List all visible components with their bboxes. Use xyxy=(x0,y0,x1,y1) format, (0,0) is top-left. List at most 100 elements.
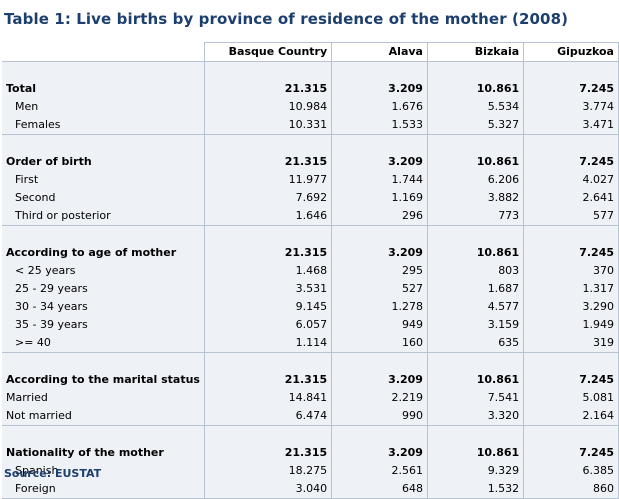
section-total-cell: 3.209 xyxy=(331,444,428,462)
table-row: Men 10.984 1.676 5.534 3.774 xyxy=(2,98,619,116)
column-header: Basque Country xyxy=(203,42,332,62)
value-cell: 1.532 xyxy=(426,480,524,499)
section-separator xyxy=(2,425,619,444)
section-label: According to age of mother xyxy=(2,244,205,262)
value-cell: 1.468 xyxy=(203,262,332,280)
separator-cell xyxy=(523,225,619,244)
value-cell: 4.027 xyxy=(523,171,619,189)
value-cell: 319 xyxy=(523,334,619,353)
value-cell: 7.692 xyxy=(203,189,332,207)
table-row: Married 14.841 2.219 7.541 5.081 xyxy=(2,389,619,407)
separator-cell xyxy=(426,225,524,244)
table-row: Second 7.692 1.169 3.882 2.641 xyxy=(2,189,619,207)
value-cell: 1.278 xyxy=(331,298,428,316)
value-cell: 1.949 xyxy=(523,316,619,334)
section-separator xyxy=(2,134,619,153)
row-label: Second xyxy=(2,189,205,207)
table-title: Table 1: Live births by province of resi… xyxy=(4,10,569,28)
value-cell: 3.290 xyxy=(523,298,619,316)
section-total-cell: 7.245 xyxy=(523,371,619,389)
value-cell: 860 xyxy=(523,480,619,499)
section-total-cell: 7.245 xyxy=(523,80,619,98)
section-total-cell: 3.209 xyxy=(331,244,428,262)
section-label: Total xyxy=(2,80,205,98)
value-cell: 2.561 xyxy=(331,462,428,480)
value-cell: 3.531 xyxy=(203,280,332,298)
section-row: Total 21.315 3.209 10.861 7.245 xyxy=(2,80,619,98)
section-total-cell: 7.245 xyxy=(523,153,619,171)
value-cell: 6.057 xyxy=(203,316,332,334)
section-total-cell: 21.315 xyxy=(203,444,332,462)
section-separator xyxy=(2,352,619,371)
section-total-cell: 7.245 xyxy=(523,444,619,462)
table-row: < 25 years 1.468 295 803 370 xyxy=(2,262,619,280)
header-row: Basque Country Alava Bizkaia Gipuzkoa xyxy=(2,42,619,62)
value-cell: 1.687 xyxy=(426,280,524,298)
section-total-cell: 10.861 xyxy=(426,371,524,389)
table-row: Spanish 18.275 2.561 9.329 6.385 xyxy=(2,462,619,480)
value-cell: 160 xyxy=(331,334,428,353)
value-cell: 1.676 xyxy=(331,98,428,116)
value-cell: 5.081 xyxy=(523,389,619,407)
row-label: 25 - 29 years xyxy=(2,280,205,298)
table-row: 25 - 29 years 3.531 527 1.687 1.317 xyxy=(2,280,619,298)
value-cell: 3.471 xyxy=(523,116,619,135)
value-cell: 5.534 xyxy=(426,98,524,116)
value-cell: 4.577 xyxy=(426,298,524,316)
table-row: Not married 6.474 990 3.320 2.164 xyxy=(2,407,619,426)
column-header: Bizkaia xyxy=(426,42,524,62)
value-cell: 2.641 xyxy=(523,189,619,207)
separator-cell xyxy=(426,352,524,371)
births-table: Basque Country Alava Bizkaia Gipuzkoa Total 2… xyxy=(2,42,619,499)
separator-cell xyxy=(523,352,619,371)
value-cell: 1.744 xyxy=(331,171,428,189)
row-label: Third or posterior xyxy=(2,207,205,226)
value-cell: 1.114 xyxy=(203,334,332,353)
value-cell: 3.774 xyxy=(523,98,619,116)
section-row: According to age of mother 21.315 3.209 10.… xyxy=(2,244,619,262)
source-note: Source: EUSTAT xyxy=(4,467,102,480)
section-row: Nationality of the mother 21.315 3.209 10.8… xyxy=(2,444,619,462)
table-row: >= 40 1.114 160 635 319 xyxy=(2,334,619,353)
value-cell: 14.841 xyxy=(203,389,332,407)
value-cell: 577 xyxy=(523,207,619,226)
value-cell: 635 xyxy=(426,334,524,353)
section-row: Order of birth 21.315 3.209 10.861 7.245 xyxy=(2,153,619,171)
section-separator xyxy=(2,225,619,244)
separator-cell xyxy=(203,61,332,80)
row-label: Married xyxy=(2,389,205,407)
value-cell: 3.159 xyxy=(426,316,524,334)
value-cell: 10.984 xyxy=(203,98,332,116)
value-cell: 1.317 xyxy=(523,280,619,298)
section-separator xyxy=(2,61,619,80)
section-total-cell: 10.861 xyxy=(426,444,524,462)
value-cell: 18.275 xyxy=(203,462,332,480)
value-cell: 370 xyxy=(523,262,619,280)
separator-cell xyxy=(331,134,428,153)
section-row: According to the marital status 21.315 3.2… xyxy=(2,371,619,389)
table-row: Third or posterior 1.646 296 773 577 xyxy=(2,207,619,226)
row-label: Spanish xyxy=(2,462,205,480)
value-cell: 295 xyxy=(331,262,428,280)
value-cell: 9.329 xyxy=(426,462,524,480)
section-total-cell: 21.315 xyxy=(203,371,332,389)
separator-cell xyxy=(2,352,205,371)
section-total-cell: 21.315 xyxy=(203,244,332,262)
value-cell: 296 xyxy=(331,207,428,226)
section-total-cell: 7.245 xyxy=(523,244,619,262)
row-label: Females xyxy=(2,116,205,135)
separator-cell xyxy=(426,61,524,80)
table-row: First 11.977 1.744 6.206 4.027 xyxy=(2,171,619,189)
value-cell: 949 xyxy=(331,316,428,334)
section-label: Nationality of the mother xyxy=(2,444,205,462)
section-total-cell: 10.861 xyxy=(426,244,524,262)
value-cell: 3.040 xyxy=(203,480,332,499)
value-cell: 6.474 xyxy=(203,407,332,426)
value-cell: 1.533 xyxy=(331,116,428,135)
value-cell: 6.385 xyxy=(523,462,619,480)
section-total-cell: 3.209 xyxy=(331,80,428,98)
separator-cell xyxy=(203,134,332,153)
value-cell: 527 xyxy=(331,280,428,298)
separator-cell xyxy=(426,425,524,444)
section-label: According to the marital status xyxy=(2,371,205,389)
